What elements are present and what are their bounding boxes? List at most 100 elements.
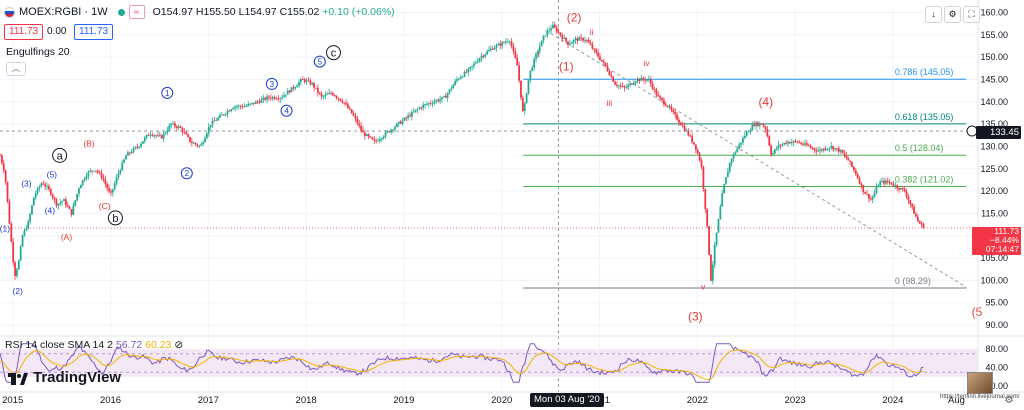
candle-body [196, 144, 199, 146]
candle-body [379, 139, 381, 141]
candle-body [271, 96, 274, 99]
candle-body [266, 96, 268, 100]
price-tick-label: 135.00 [980, 119, 1008, 129]
candle-body [839, 150, 842, 152]
wave-label-circle [180, 167, 193, 180]
wave-label: 2 [185, 169, 190, 178]
candle-body [757, 122, 759, 126]
candle-body [284, 94, 287, 96]
candle-body [713, 245, 716, 265]
maximize-icon[interactable]: ⛶ [963, 6, 980, 23]
candle-body [72, 205, 75, 215]
candle-body [770, 145, 773, 155]
candle-body [465, 71, 468, 73]
wave-label: 4 [284, 107, 289, 116]
candle-body [207, 126, 210, 134]
candle-body [326, 94, 329, 95]
candle-body [819, 149, 821, 151]
candle-body [501, 42, 504, 46]
rsi-header[interactable]: RSI 14 close SMA 14 2 56.72 60.23 ⊘ [5, 339, 183, 351]
candle-body [734, 152, 737, 155]
price-tick-label: 145.00 [980, 74, 1008, 84]
candle-body [674, 112, 677, 115]
candle-body [527, 79, 530, 94]
candle-body [476, 61, 479, 63]
candle-body [130, 152, 133, 154]
candle-body [576, 38, 579, 41]
sell-button[interactable]: 111.73 [4, 24, 44, 40]
candle-body [600, 59, 603, 62]
candle-body [781, 144, 784, 146]
candle-body [121, 162, 124, 171]
wave-label: (2) [567, 10, 582, 24]
candle-body [305, 80, 308, 82]
candle-body [873, 192, 876, 198]
candle-body [905, 191, 908, 197]
candle-body [168, 125, 171, 131]
indicator-label[interactable]: Engulfings 20 [6, 46, 70, 58]
hide-icon[interactable]: ⊘ [174, 339, 184, 351]
compare-button[interactable]: ≈ [128, 5, 145, 19]
symbol-label[interactable]: MOEX:RGBI · 1W [19, 6, 108, 18]
time-tick-label: 2024 [882, 395, 903, 406]
candle-body [205, 133, 208, 138]
candle-body [303, 79, 306, 82]
candle-body [145, 134, 148, 138]
candle-body [514, 51, 517, 59]
tradingview-logo: TradingView [8, 369, 121, 386]
candle-body [215, 120, 218, 122]
buy-button[interactable]: 111.73 [74, 24, 114, 40]
candle-body [324, 94, 327, 97]
candle-body [4, 170, 7, 182]
candle-body [224, 113, 227, 115]
candle-body [730, 158, 733, 163]
candle-body [98, 172, 101, 174]
candle-body [362, 130, 364, 133]
candle-body [177, 126, 180, 129]
rsi-value: 56.72 [115, 339, 143, 351]
candle-body [621, 86, 624, 87]
candle-body [711, 264, 714, 281]
candle-body [300, 79, 302, 83]
candle-body [548, 30, 551, 32]
settings-icon[interactable]: ⚙ [944, 6, 961, 23]
candle-body [0, 155, 1, 157]
fib-retracement: 0.786 (145.05) 0.618 (135.05) 0.5 (128.04)… [523, 29, 967, 289]
price-tick-label: 95.00 [985, 298, 1008, 308]
high-value: H155.50 [195, 6, 236, 18]
candle-body [190, 141, 193, 144]
candle-body [898, 188, 900, 190]
candle-body [21, 235, 24, 247]
watermark-url: https://tenfinn.livejournal.com/ [940, 394, 1020, 400]
candle-body [826, 148, 829, 150]
candle-body [510, 41, 513, 47]
time-tick-label: 2015 [2, 395, 23, 406]
candle-body [51, 194, 54, 198]
time-tick-label: 2022 [687, 395, 708, 406]
candle-body [219, 115, 221, 118]
candle-body [290, 87, 293, 93]
candle-body [213, 120, 216, 122]
candle-body [350, 109, 353, 114]
candle-body [78, 188, 80, 194]
chevron-up-icon[interactable]: ︿ [6, 62, 26, 76]
candle-body [525, 93, 528, 104]
candle-body [537, 51, 539, 54]
candle-body [689, 135, 692, 137]
candle-body [807, 145, 810, 147]
wave-label: 1 [165, 89, 170, 98]
candle-body [751, 124, 754, 130]
last-price: 111.73 [994, 226, 1019, 236]
candle-body [546, 30, 549, 36]
candle-body [53, 197, 56, 200]
candle-body [19, 246, 22, 261]
candle-body [847, 158, 850, 161]
candle-body [480, 56, 483, 59]
candle-body [679, 122, 682, 126]
time-tick-label: 2018 [296, 395, 317, 406]
candle-body [700, 160, 703, 168]
chevron-down-icon[interactable]: ↓ [925, 6, 942, 23]
candle-body [435, 100, 438, 102]
axis-settings-icon[interactable]: ⚙ [1004, 395, 1014, 406]
